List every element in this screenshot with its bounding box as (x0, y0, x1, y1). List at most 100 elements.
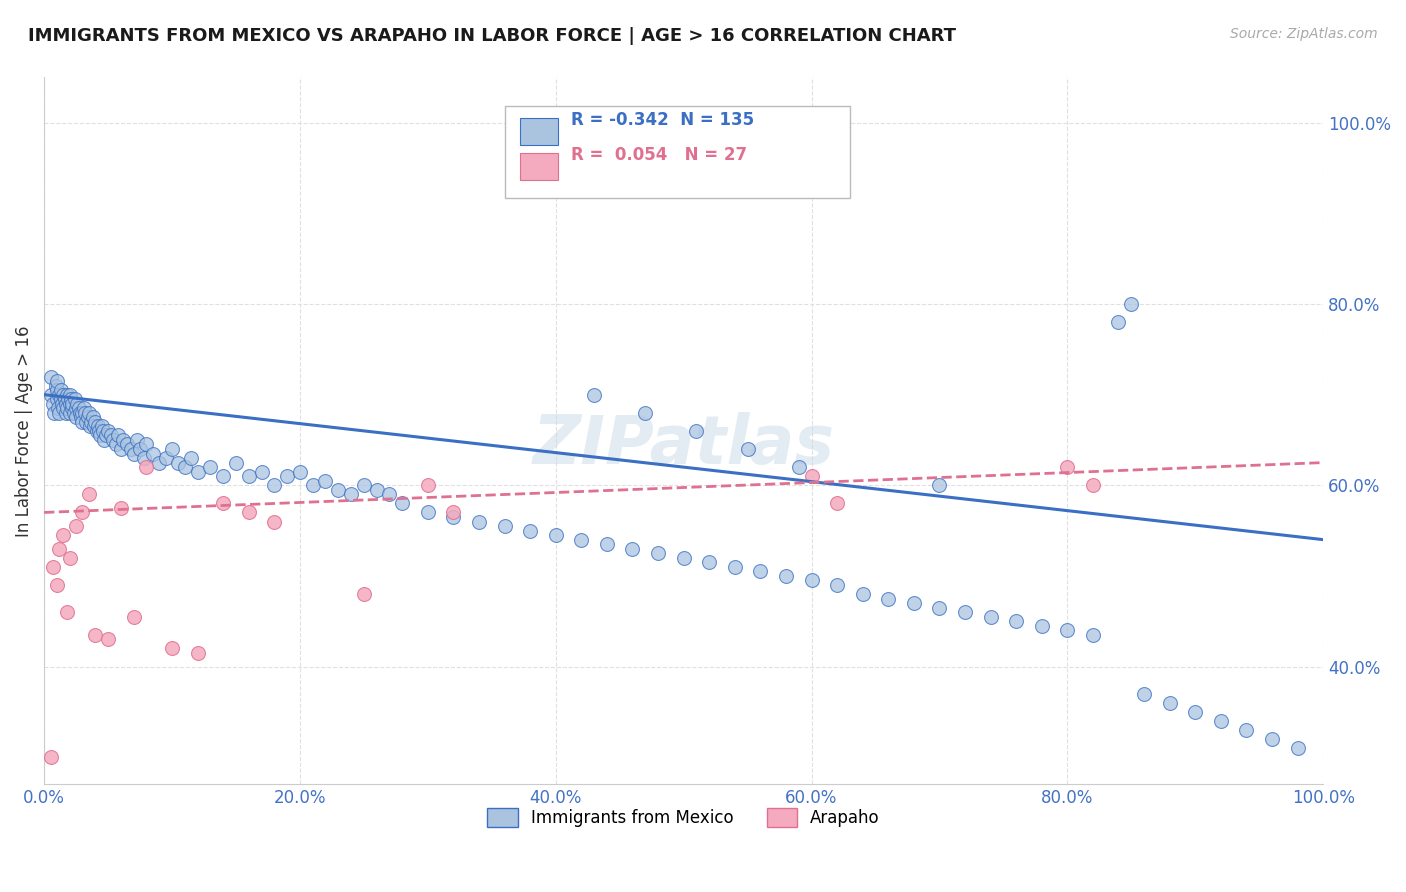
Point (129, 442, 152, 456)
Point (65, 401, 87, 416)
Point (800, 574, 823, 588)
Point (58, 392, 80, 406)
Point (122, 609, 145, 624)
Point (93, 433, 115, 447)
Point (697, 555, 720, 569)
Point (45, 578, 67, 592)
Point (70, 410, 93, 425)
Text: R = -0.342  N = 135: R = -0.342 N = 135 (571, 111, 754, 128)
Point (187, 646, 209, 660)
Point (825, 496, 848, 510)
Point (83, 419, 105, 434)
Point (800, 469, 823, 483)
Point (65, 519, 87, 533)
Point (135, 437, 157, 451)
Point (82, 410, 104, 425)
Point (107, 428, 129, 442)
Point (91, 424, 114, 438)
Point (101, 433, 124, 447)
Point (60, 401, 83, 416)
FancyBboxPatch shape (505, 106, 849, 198)
Point (56, 401, 79, 416)
Point (160, 641, 183, 656)
Point (44, 406, 66, 420)
Point (76, 410, 98, 425)
FancyBboxPatch shape (520, 153, 558, 180)
Point (353, 587, 375, 601)
Point (53, 392, 76, 406)
Point (160, 442, 183, 456)
Point (685, 424, 707, 438)
Point (39, 750, 62, 764)
Point (737, 442, 759, 456)
Point (1286, 741, 1309, 756)
Point (634, 406, 657, 420)
Point (1081, 478, 1104, 492)
Point (468, 515, 491, 529)
Point (225, 456, 247, 470)
Point (86, 424, 108, 438)
Point (87, 419, 110, 434)
Point (263, 515, 285, 529)
Point (583, 387, 606, 401)
Point (416, 505, 439, 519)
Point (56, 387, 79, 401)
Point (263, 478, 285, 492)
Point (142, 446, 165, 460)
Point (238, 469, 260, 483)
FancyBboxPatch shape (520, 118, 558, 145)
Point (1184, 705, 1206, 719)
Point (100, 428, 122, 442)
Point (97, 632, 120, 647)
Point (1209, 714, 1232, 728)
Point (1261, 731, 1284, 746)
Point (104, 437, 127, 451)
Point (775, 569, 797, 583)
Point (173, 460, 195, 475)
Point (494, 519, 516, 533)
Point (749, 565, 772, 579)
Point (953, 605, 976, 619)
Point (877, 591, 900, 606)
Point (56, 605, 79, 619)
Point (366, 483, 388, 497)
Point (77, 406, 100, 420)
Point (48, 387, 70, 401)
Point (155, 451, 177, 466)
Point (122, 446, 145, 460)
Point (75, 415, 97, 429)
Point (212, 469, 235, 483)
Point (180, 451, 202, 466)
Point (59, 397, 82, 411)
Point (903, 596, 925, 610)
Point (519, 524, 541, 538)
Point (65, 410, 87, 425)
Point (135, 460, 157, 475)
Point (112, 433, 135, 447)
Point (59, 392, 82, 406)
Point (60, 397, 83, 411)
Point (825, 578, 848, 592)
Point (928, 478, 950, 492)
Point (49, 383, 72, 397)
Point (1081, 628, 1104, 642)
Point (63, 392, 86, 406)
Point (66, 397, 89, 411)
Point (67, 401, 90, 416)
Point (1234, 723, 1257, 737)
Y-axis label: In Labor Force | Age > 16: In Labor Force | Age > 16 (15, 325, 32, 537)
Point (77, 487, 100, 501)
Point (45, 392, 67, 406)
Point (120, 442, 142, 456)
Point (787, 460, 810, 475)
Point (72, 406, 94, 420)
Point (441, 510, 464, 524)
Point (117, 437, 139, 451)
Point (212, 496, 235, 510)
Point (45, 378, 67, 392)
Point (42, 559, 65, 574)
Point (378, 487, 401, 501)
Point (416, 478, 439, 492)
Point (97, 424, 120, 438)
Point (73, 406, 96, 420)
